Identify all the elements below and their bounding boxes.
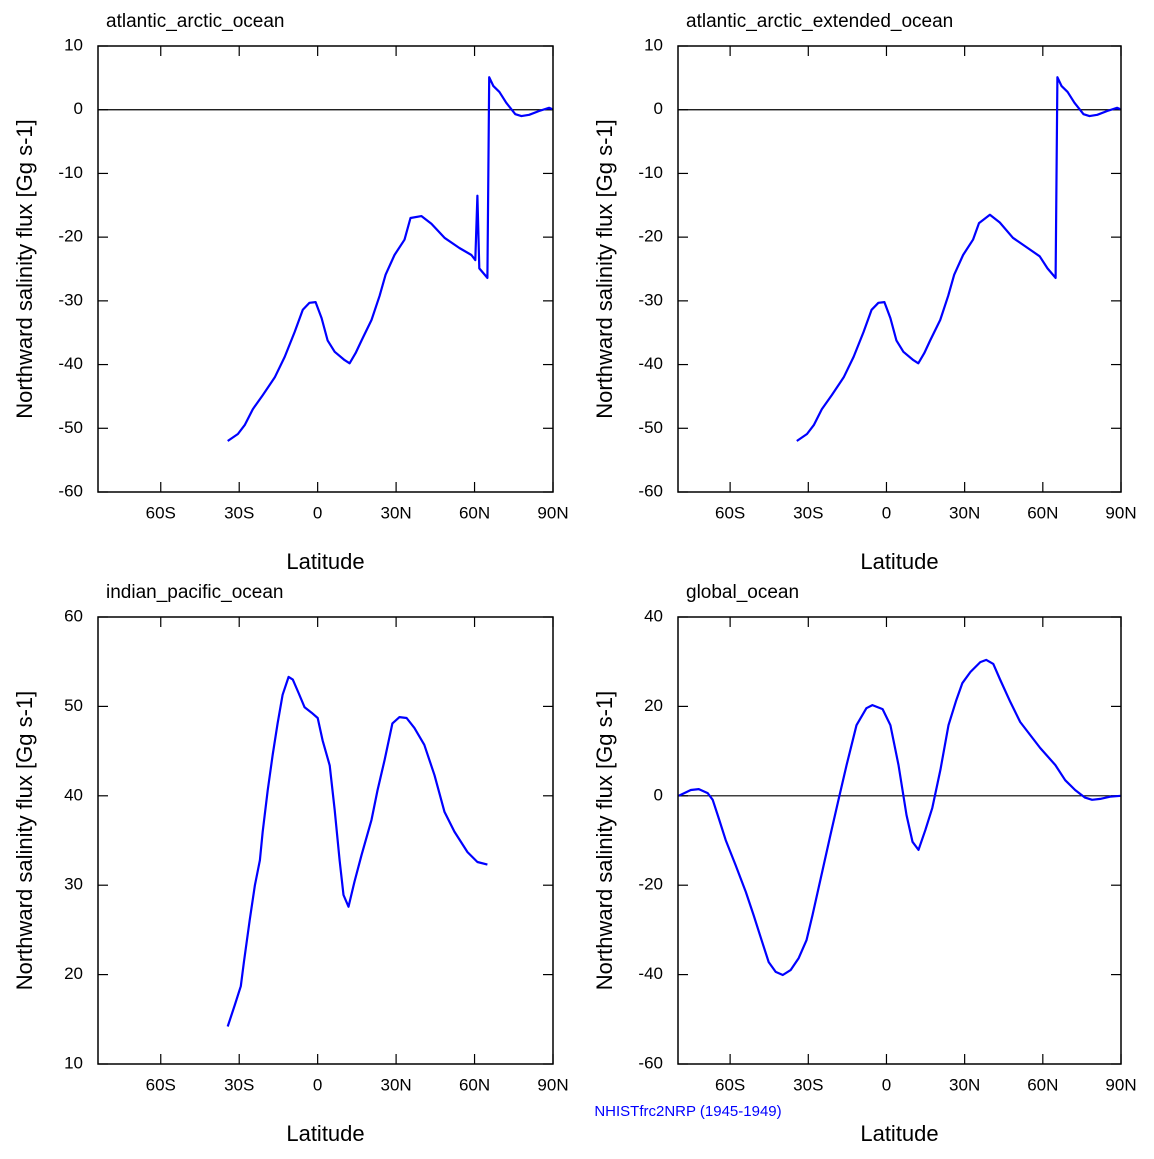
data-line — [796, 76, 1121, 442]
x-tick-label: 90N — [537, 503, 568, 522]
y-tick-label: 0 — [74, 99, 83, 118]
x-axis-label: Latitude — [286, 1121, 364, 1146]
x-tick-label: 60N — [1027, 1075, 1058, 1094]
panel-title: atlantic_arctic_extended_ocean — [686, 11, 953, 32]
y-tick-label: 10 — [644, 35, 663, 54]
x-tick-label: 0 — [882, 503, 891, 522]
x-tick-label: 60N — [459, 1075, 490, 1094]
x-tick-label: 30N — [381, 503, 412, 522]
y-tick-label: -40 — [638, 964, 663, 983]
x-tick-label: 90N — [537, 1075, 568, 1094]
y-tick-label: 40 — [644, 606, 663, 625]
panel-title: global_ocean — [686, 582, 799, 603]
x-tick-label: 60S — [146, 1075, 176, 1094]
x-axis-label: Latitude — [860, 549, 938, 574]
y-tick-label: -60 — [638, 1053, 663, 1072]
y-tick-label: 0 — [654, 99, 663, 118]
panel-title: indian_pacific_ocean — [106, 582, 283, 603]
x-tick-label: 0 — [882, 1075, 891, 1094]
x-tick-label: 60N — [1027, 503, 1058, 522]
y-tick-label: -10 — [58, 163, 83, 182]
y-tick-label: -20 — [58, 227, 83, 246]
y-tick-label: 10 — [64, 35, 83, 54]
plot-frame — [97, 45, 554, 493]
x-axis-label: Latitude — [860, 1121, 938, 1146]
x-tick-label: 60S — [715, 503, 745, 522]
y-axis-label: Northward salinity flux [Gg s-1] — [592, 691, 617, 991]
x-tick-label: 30N — [949, 1075, 980, 1094]
y-tick-label: -40 — [58, 354, 83, 373]
y-tick-label: -30 — [638, 290, 663, 309]
x-tick-label: 30N — [949, 503, 980, 522]
data-line — [227, 76, 553, 442]
y-tick-label: -20 — [638, 875, 663, 894]
x-tick-label: 30S — [224, 1075, 254, 1094]
x-tick-label: 30S — [793, 1075, 823, 1094]
y-axis-label: Northward salinity flux [Gg s-1] — [592, 119, 617, 419]
x-tick-label: 30S — [224, 503, 254, 522]
plot-frame — [677, 45, 1122, 493]
y-tick-label: -60 — [58, 481, 83, 500]
x-tick-label: 90N — [1105, 503, 1136, 522]
plot-frame — [97, 616, 554, 1065]
y-tick-label: 10 — [64, 1053, 83, 1072]
x-tick-label: 60S — [146, 503, 176, 522]
y-axis-label: Northward salinity flux [Gg s-1] — [12, 119, 37, 419]
x-tick-label: 30S — [793, 503, 823, 522]
x-tick-label: 0 — [313, 503, 322, 522]
plot-frame — [677, 616, 1122, 1065]
panel-title: atlantic_arctic_ocean — [106, 11, 285, 32]
y-tick-label: -60 — [638, 481, 663, 500]
x-axis-label: Latitude — [286, 549, 364, 574]
caption: NHISTfrc2NRP (1945-1949) — [594, 1103, 781, 1120]
y-axis-label: Northward salinity flux [Gg s-1] — [12, 691, 37, 991]
y-tick-label: 30 — [64, 875, 83, 894]
y-tick-label: 0 — [654, 785, 663, 804]
x-tick-label: 60S — [715, 1075, 745, 1094]
y-tick-label: -50 — [638, 418, 663, 437]
y-tick-label: -20 — [638, 227, 663, 246]
y-tick-label: -40 — [638, 354, 663, 373]
y-tick-label: 20 — [64, 964, 83, 983]
x-tick-label: 30N — [381, 1075, 412, 1094]
y-tick-label: -30 — [58, 290, 83, 309]
y-tick-label: 40 — [64, 785, 83, 804]
y-tick-label: -10 — [638, 163, 663, 182]
y-tick-label: 50 — [64, 696, 83, 715]
x-tick-label: 60N — [459, 503, 490, 522]
data-line — [226, 675, 488, 1027]
x-tick-label: 0 — [313, 1075, 322, 1094]
y-tick-label: -50 — [58, 418, 83, 437]
y-tick-label: 60 — [64, 606, 83, 625]
data-line — [678, 658, 1122, 977]
x-tick-label: 90N — [1105, 1075, 1136, 1094]
y-tick-label: 20 — [644, 696, 663, 715]
